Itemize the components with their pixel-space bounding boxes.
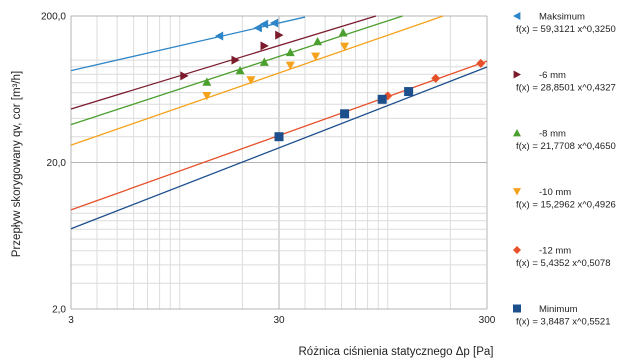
data-point (259, 19, 269, 29)
data-point (431, 73, 441, 83)
legend-label: -6 mm (539, 70, 566, 81)
data-point (180, 71, 189, 81)
legend-label: Minimum (539, 304, 578, 315)
fit-line-minimum (70, 66, 488, 230)
x-axis-title: Różnica ciśnienia statycznego Δp [Pa] (299, 346, 494, 358)
legend-marker (513, 70, 521, 79)
data-point (202, 77, 212, 86)
legend-marker (513, 304, 521, 313)
legend-label: Maksimum (539, 12, 585, 23)
y-tick-label: 2,0 (52, 305, 66, 316)
y-axis-title: Przepływ skorygowany qv, cor [m³/h] (11, 71, 23, 257)
data-point (253, 23, 262, 33)
data-point (285, 47, 295, 57)
legend-marker (513, 246, 521, 254)
grid (70, 15, 488, 310)
x-tick-label: 3 (68, 315, 74, 326)
data-point (231, 55, 240, 65)
legend-equation: f(x) = 21,7708 x^0,4650 (516, 141, 616, 152)
tick-labels: 2,0 20,0 200,0 3 30 300 (41, 12, 496, 327)
data-point (259, 57, 269, 66)
fit-line--6mm (70, 15, 377, 110)
legend-label: -8 mm (539, 129, 566, 140)
legend-marker (513, 12, 521, 20)
data-point (235, 65, 245, 75)
legend-equation: f(x) = 15,2962 x^0,4926 (516, 200, 616, 211)
data-point (202, 92, 212, 101)
data-point (404, 87, 414, 97)
data-point (340, 109, 350, 119)
data-point (338, 28, 348, 37)
data-point (311, 52, 321, 61)
fit-line--10mm (70, 15, 444, 146)
x-tick-label: 30 (273, 315, 285, 326)
fit-line-maksimum (70, 16, 306, 72)
data-point (246, 76, 256, 85)
data-point (476, 58, 486, 68)
legend-equation: f(x) = 3,8487 x^0,5521 (516, 317, 611, 328)
data-point (340, 42, 350, 51)
data-point (275, 30, 284, 40)
y-tick-label: 200,0 (41, 12, 66, 23)
x-tick-label: 300 (479, 315, 496, 326)
data-point (377, 94, 387, 104)
data-point (274, 132, 284, 142)
legend-label: -12 mm (539, 246, 571, 257)
data-point (214, 31, 224, 41)
legend-equation: f(x) = 59,3121 x^0,3250 (516, 24, 616, 35)
legend-label: -10 mm (539, 187, 571, 198)
data-point (313, 36, 323, 46)
data-point (260, 41, 269, 51)
legend-equation: f(x) = 5,4352 x^0,5078 (516, 258, 611, 269)
legend-equation: f(x) = 28,8501 x^0,4327 (516, 83, 616, 94)
data-markers (180, 18, 486, 142)
data-point (285, 61, 295, 70)
fit-line--8mm (70, 15, 403, 126)
data-point (269, 18, 279, 28)
legend-marker (513, 129, 521, 137)
y-tick-label: 20,0 (47, 158, 67, 169)
legend-marker (513, 188, 521, 196)
